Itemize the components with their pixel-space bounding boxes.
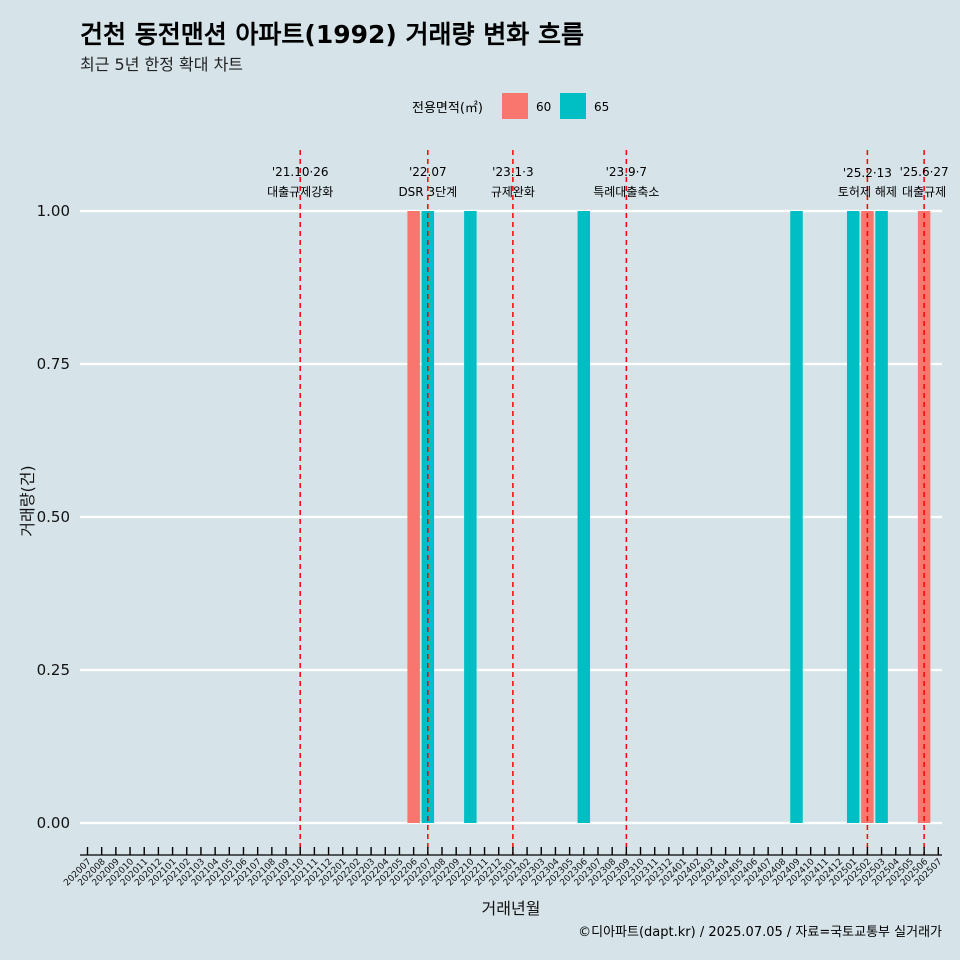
event-name-label: 규제완화	[491, 185, 535, 199]
legend-swatch-60	[502, 93, 528, 119]
legend-title: 전용면적(㎡)	[412, 101, 483, 116]
y-tick-label: 1.00	[37, 202, 70, 220]
y-axis-title: 거래량(건)	[18, 465, 37, 536]
y-tick-label: 0.50	[37, 508, 70, 526]
y-tick-label: 0.25	[37, 661, 70, 679]
chart-subtitle: 최근 5년 한정 확대 차트	[80, 55, 243, 74]
event-date-label: '23.1·3	[492, 165, 533, 179]
y-tick-label: 0.00	[37, 814, 70, 832]
source-caption: ©디아파트(dapt.kr) / 2025.07.05 / 자료=국토교통부 실…	[578, 925, 942, 940]
event-name-label: 토허제 해제	[838, 185, 897, 199]
bar-202502-60	[861, 211, 874, 823]
event-name-label: 대출규제강화	[267, 185, 333, 199]
bar-202409-65	[790, 211, 803, 823]
bar-202501-65	[846, 211, 860, 823]
event-date-label: '22.07	[409, 165, 447, 179]
legend: 전용면적(㎡) 60 65	[412, 93, 609, 119]
x-axis-title: 거래년월	[482, 899, 541, 918]
bar-202207-65	[421, 211, 435, 823]
event-name-label: DSR 3단계	[398, 185, 457, 199]
event-date-label: '23.9·7	[606, 165, 647, 179]
event-date-label: '21.10·26	[272, 165, 329, 179]
y-tick-label: 0.75	[37, 355, 70, 373]
event-name-label: 특례대출축소	[593, 185, 659, 199]
bar-202503-65	[875, 211, 888, 823]
legend-label-60: 60	[536, 100, 551, 114]
legend-label-65: 65	[594, 100, 609, 114]
legend-swatch-65	[560, 93, 586, 119]
event-name-label: 대출규제	[902, 185, 946, 199]
bar-202306-65	[577, 211, 591, 823]
bar-202210-65	[464, 211, 477, 823]
chart-title: 건천 동전맨션 아파트(1992) 거래량 변화 흐름	[80, 20, 584, 49]
bar-202206-60	[407, 211, 420, 823]
bar-202506-60	[917, 211, 931, 823]
plot-area: 0.00 0.25 0.50 0.75 1.00 '21.10·26 대출규제강화 '22.0…	[37, 150, 949, 888]
event-date-label: '25.2·13	[843, 166, 892, 180]
event-date-label: '25.6·27	[900, 165, 949, 179]
